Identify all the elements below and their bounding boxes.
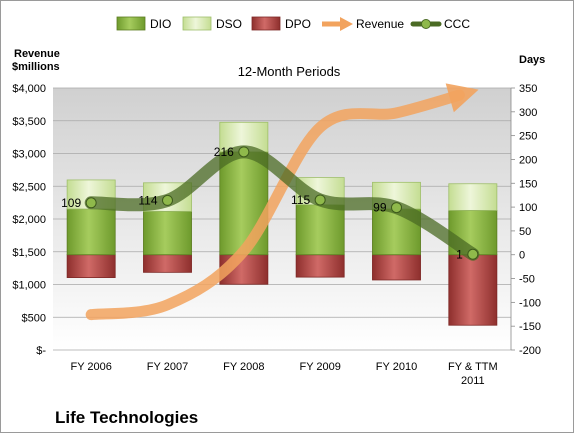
right-tick-label: -100 [519,297,541,309]
revenue-line [85,89,465,321]
ccc-data-label: 1 [456,247,463,261]
gridlines [53,87,511,351]
bar-dio [295,204,345,256]
left-tick-label: $1,500 [12,247,46,259]
right-tick-label: 100 [519,202,537,214]
legend-swatch-dpo [251,16,281,31]
category-label: FY 2006 [70,361,111,373]
lines [84,83,480,321]
left-tick-label: $4,000 [12,83,46,95]
ccc-point [391,202,402,214]
right-tick-label: 0 [519,250,525,262]
bar-dio [143,210,192,256]
category-labels: FY 2006 FY 2007 FY 2008 FY 2009 FY 2010 FY & … [70,361,497,387]
bar-dpo [295,254,345,278]
ccc-point [238,146,250,158]
legend-label-ccc: CCC [444,17,470,31]
right-tick-label: -200 [519,345,541,357]
category-label: FY 2010 [376,361,417,373]
bar-dpo [66,254,116,278]
right-tick-label: 150 [519,178,537,190]
bar-dpo [448,254,498,326]
ccc-data-label: 115 [291,193,310,207]
ccc-point [162,194,173,206]
right-tick-label: 300 [519,107,537,119]
left-tick-label: $500 [22,312,46,324]
chart-title: 12-Month Periods [238,64,341,79]
left-tick-label: $3,000 [12,149,46,161]
revenue-arrowhead [445,83,479,113]
right-tick-label: 200 [519,154,537,166]
category-label: FY & TTM [448,361,498,373]
left-tick-label: $3,500 [12,116,46,128]
ccc-data-label: 114 [138,193,157,207]
ccc-point [314,194,326,206]
left-tick-label: $2,000 [12,214,46,226]
bar-dio [66,208,116,256]
category-label: FY 2007 [147,361,188,373]
ccc-data-labels: 109 114 216 115 99 1 [61,145,463,261]
bar-dso [448,183,498,211]
ccc-point [85,197,97,209]
legend-swatch-dso [182,16,212,31]
legend-label-revenue: Revenue [356,17,404,31]
right-tick-label: 250 [519,131,537,143]
right-tick-label: -50 [519,274,535,286]
left-tick-label: $2,500 [12,181,46,193]
category-label: FY 2008 [223,361,264,373]
right-axis-ticks: -200 -150 -100 -50 0 50 100 150 200 250 300 350 [510,83,541,357]
bar-dio [219,151,269,256]
right-tick-label: 50 [519,226,531,238]
company-name: Life Technologies [55,408,198,427]
ccc-data-label: 216 [214,145,234,159]
legend-label-dio: DIO [150,17,171,31]
bar-dpo [372,254,421,281]
ccc-data-label: 99 [373,201,387,215]
right-tick-label: 350 [519,83,537,95]
right-tick-label: -150 [519,321,541,333]
left-tick-label: $- [36,345,46,357]
ccc-data-label: 109 [61,196,81,210]
left-axis-ticks: $- $500 $1,000 $1,500 $2,000 $2,500 $3,000 $3,5… [12,83,46,357]
legend-dot-ccc [421,19,431,29]
ccc-point [467,248,479,260]
category-label: 2011 [461,375,485,387]
bar-dpo [143,254,192,273]
right-axis-title: Days [519,54,545,66]
left-axis-title-line1: Revenue [14,48,60,60]
legend-arrow-revenue [340,17,353,31]
category-label: FY 2009 [299,361,340,373]
legend-label-dso: DSO [216,17,242,31]
left-tick-label: $1,000 [12,280,46,292]
left-axis-title-line2: $millions [12,61,60,73]
legend: DIO DSO DPO Revenue CCC [116,16,470,31]
legend-swatch-dio [116,16,146,31]
legend-label-dpo: DPO [285,17,311,31]
